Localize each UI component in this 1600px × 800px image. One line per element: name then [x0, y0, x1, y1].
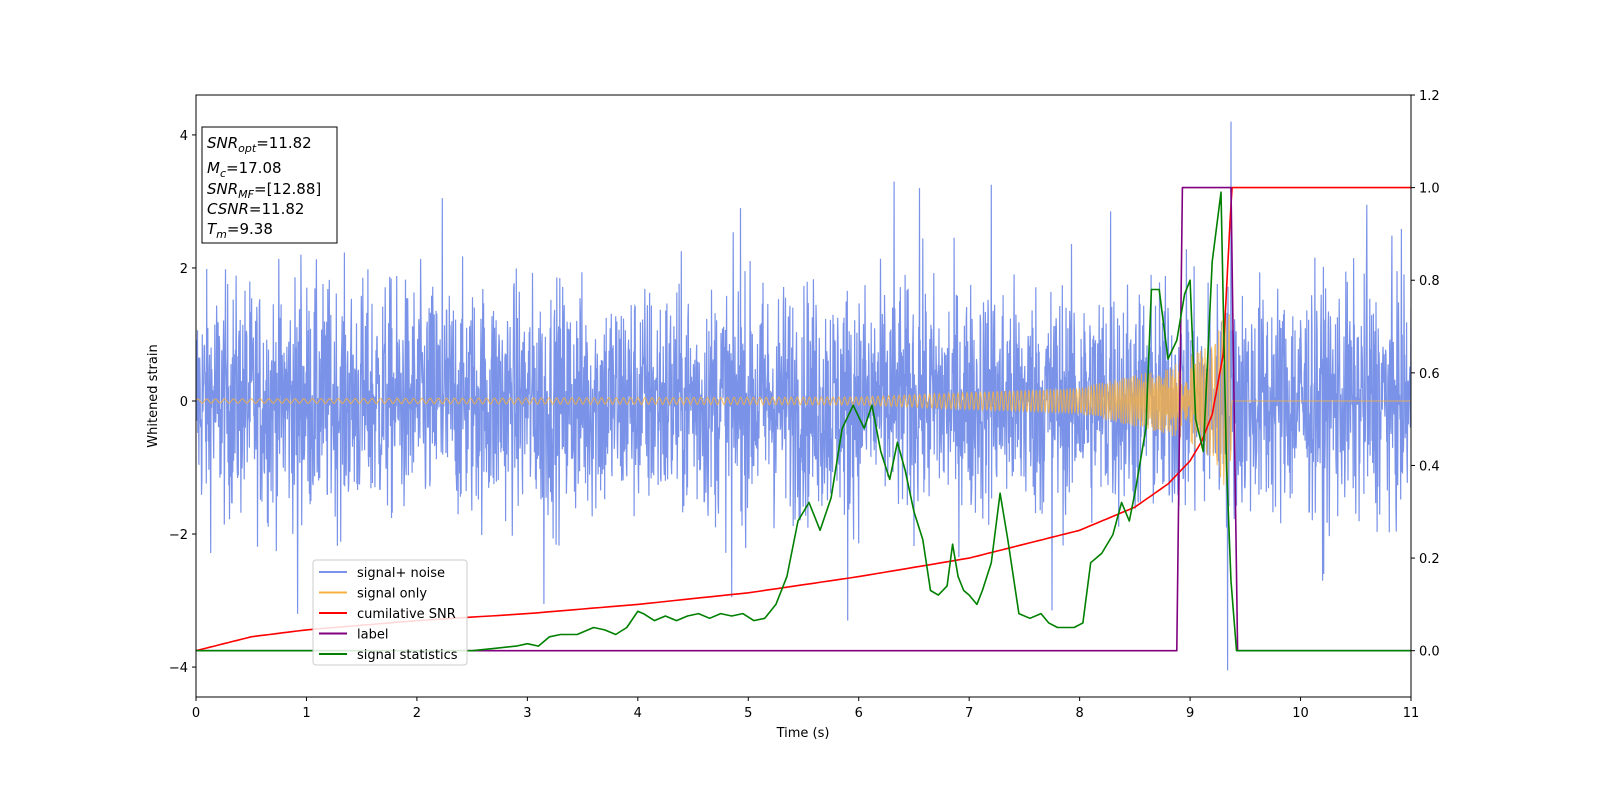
legend: signal+ noise signal only cumilative SNR la…: [312, 559, 468, 666]
y2-tick-label: 0.0: [1419, 645, 1440, 660]
legend-label: signal+ noise: [357, 566, 445, 581]
info-box-frame: [201, 126, 338, 244]
info-line: SNRopt=11.82: [207, 134, 312, 155]
y-tick-label: 4: [180, 129, 188, 144]
x-tick-label: 8: [1075, 706, 1083, 721]
series-signal-noise: [196, 121, 1411, 671]
x-tick-label: 6: [855, 706, 863, 721]
plot-frame: [195, 94, 1412, 698]
x-axis: 0 1 2 3 4 5 6 7 8 9 10 11: [192, 697, 1419, 721]
legend-frame: [312, 559, 468, 666]
y2-tick-label: 0.2: [1419, 552, 1440, 567]
y2-tick-label: 1.2: [1419, 89, 1440, 104]
info-line: Mc=17.08: [207, 159, 282, 180]
y-tick-label: −2: [169, 528, 188, 543]
x-tick-label: 7: [965, 706, 973, 721]
y-axis-left: −4 −2 0 2 4: [169, 129, 196, 676]
y-tick-label: 0: [180, 395, 188, 410]
x-tick-label: 9: [1186, 706, 1194, 721]
y2-tick-label: 0.4: [1419, 459, 1440, 474]
info-line: CSNR=11.82: [207, 200, 304, 218]
x-tick-label: 4: [634, 706, 642, 721]
x-tick-label: 1: [302, 706, 310, 721]
info-line: SNRMF=[12.88]: [207, 180, 321, 201]
x-tick-label: 0: [192, 706, 200, 721]
y-tick-label: 2: [180, 262, 188, 277]
y-axis-label: Whitened strain: [146, 344, 161, 447]
legend-label: signal statistics: [357, 648, 458, 663]
x-tick-label: 10: [1292, 706, 1309, 721]
x-tick-label: 11: [1403, 706, 1420, 721]
x-tick-label: 3: [523, 706, 531, 721]
y2-tick-label: 0.6: [1419, 367, 1440, 382]
legend-label: label: [357, 628, 388, 643]
info-line: Tm=9.38: [207, 220, 273, 241]
legend-label: signal only: [357, 587, 427, 602]
y2-tick-label: 0.8: [1419, 274, 1440, 289]
y2-tick-label: 1.0: [1419, 182, 1440, 197]
x-tick-label: 2: [413, 706, 421, 721]
info-box: SNRopt=11.82 Mc=17.08SNRMF=[12.88]CSNR=11…: [201, 126, 338, 244]
y-tick-label: −4: [169, 661, 188, 676]
series-signal-statistics: [196, 191, 1411, 652]
x-tick-label: 5: [744, 706, 752, 721]
y-axis-right: 0.0 0.2 0.4 0.6 0.8 1.0 1.2: [1411, 89, 1440, 660]
legend-label: cumilative SNR: [357, 607, 456, 622]
x-axis-label: Time (s): [776, 726, 830, 741]
